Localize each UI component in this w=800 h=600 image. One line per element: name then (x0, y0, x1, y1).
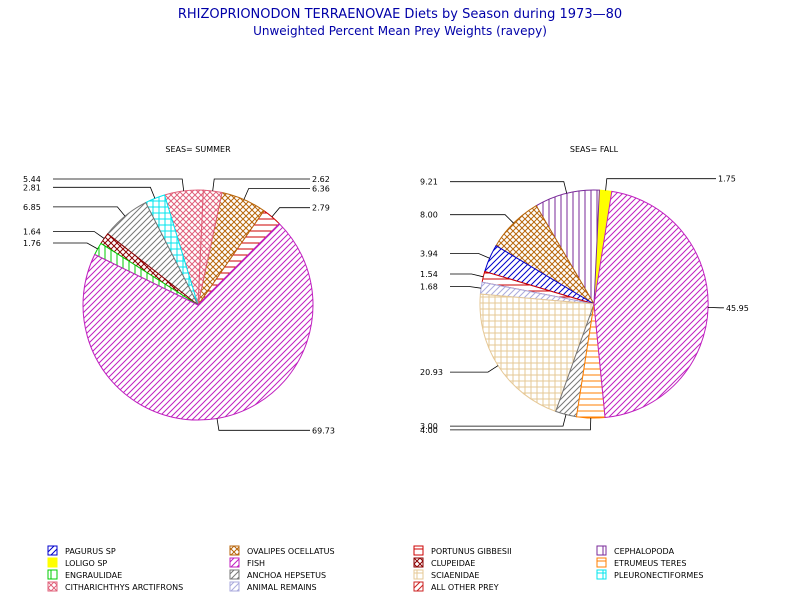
legend-swatch (413, 581, 424, 592)
slice-value-label: 1.75 (718, 175, 736, 184)
legend-item-ovalipes-ocellatus: OVALIPES OCELLATUS (229, 545, 335, 556)
legend-label: ANCHOA HEPSETUS (247, 571, 326, 580)
leader-line (216, 418, 310, 431)
pie-slice-fish (82, 222, 314, 421)
legend-swatch (596, 569, 607, 580)
legend-swatch (47, 545, 58, 556)
legend-label: PAGURUS SP (65, 547, 116, 556)
legend-item-animal-remains: ANIMAL REMAINS (229, 581, 317, 592)
leader-line (450, 365, 499, 373)
legend-swatch (229, 545, 240, 556)
legend-label: PORTUNUS GIBBESII (431, 547, 512, 556)
legend-swatch (47, 581, 58, 592)
leader-line (53, 178, 185, 191)
legend-item-sciaenidae: SCIAENIDAE (413, 569, 479, 580)
slice-value-label: 69.73 (312, 426, 335, 435)
slice-value-label: 3.00 (420, 422, 438, 431)
pie-slice-fish (593, 190, 709, 419)
chart-title: RHIZOPRIONODON TERRAENOVAE Diets by Seas… (178, 7, 622, 22)
leader-line (450, 214, 514, 224)
leader-line (271, 207, 310, 218)
slice-value-label: 1.54 (420, 270, 438, 279)
legend-label: LOLIGO SP (65, 559, 107, 568)
legend-item-anchoa-hepsetus: ANCHOA HEPSETUS (229, 569, 326, 580)
legend-swatch (596, 545, 607, 556)
leader-line (212, 178, 310, 191)
leader-line (450, 417, 592, 431)
slice-value-label: 6.85 (23, 203, 41, 212)
pie-title: SEAS= SUMMER (165, 145, 231, 154)
slice-value-label: 1.76 (23, 239, 41, 248)
legend-swatch (229, 569, 240, 580)
leader-line (450, 286, 482, 289)
pie-chart-seas-summer: SEAS= SUMMER 2.79 6.362.62 5.442.81 6.85 1.64… (23, 145, 335, 435)
leader-line (53, 242, 98, 250)
leader-line (53, 206, 126, 217)
legend-swatch (413, 557, 424, 568)
leader-line (53, 186, 156, 199)
leader-line (450, 253, 490, 259)
legend-label: CITHARICHTHYS ARCTIFRONS (65, 583, 183, 592)
legend-item-pagurus-sp: PAGURUS SP (47, 545, 116, 556)
legend-item-loligo-sp: LOLIGO SP (47, 557, 107, 568)
slice-value-label: 2.62 (312, 175, 330, 184)
slice-value-label: 20.93 (420, 368, 443, 377)
legend-swatch (229, 581, 240, 592)
legend-swatch (413, 569, 424, 580)
leader-line (605, 178, 716, 191)
legend-swatch (413, 545, 424, 556)
pie-slice-sciaenidae (479, 293, 595, 413)
legend-item-citharichthys-arctifrons: CITHARICHTHYS ARCTIFRONS (47, 581, 183, 592)
slice-value-label: 9.21 (420, 178, 438, 187)
slice-value-label: 6.36 (312, 185, 330, 194)
slice-value-label: 4.00 (420, 426, 438, 435)
legend-label: SCIAENIDAE (431, 571, 479, 580)
legend-item-etrumeus-teres: ETRUMEUS TERES (596, 557, 686, 568)
legend-label: ENGRAULIDAE (65, 571, 122, 580)
legend-swatch (596, 557, 607, 568)
slice-value-label: 1.68 (420, 283, 438, 292)
slice-value-label: 3.94 (420, 250, 438, 259)
legend-item-clupeidae: CLUPEIDAE (413, 557, 475, 568)
pie-title: SEAS= FALL (570, 145, 619, 154)
legend-item-pleuronectiformes: PLEURONECTIFORMES (596, 569, 703, 580)
legend-label: PLEURONECTIFORMES (614, 571, 703, 580)
legend-label: CEPHALOPODA (614, 547, 675, 556)
legend-swatch (229, 557, 240, 568)
slice-value-label: 5.44 (23, 175, 41, 184)
leader-line (53, 231, 105, 239)
legend-item-cephalopoda: CEPHALOPODA (596, 545, 675, 556)
legend-swatch (47, 557, 58, 568)
legend-label: ANIMAL REMAINS (247, 583, 317, 592)
slice-value-label: 1.64 (23, 228, 41, 237)
legend-item-fish: FISH (229, 557, 265, 568)
pie-chart-seas-fall: SEAS= FALL 1.75 9.21 8.00 3.94 1.54 1.68 20.93 3… (420, 145, 749, 435)
legend-label: ALL OTHER PREY (431, 583, 499, 592)
leader-line (243, 188, 310, 200)
legend: PAGURUS SP OVALIPES OCELLATUS PORTUNUS GIB… (47, 545, 703, 592)
leader-line (450, 273, 484, 278)
slice-value-label: 2.79 (312, 204, 330, 213)
legend-swatch (47, 569, 58, 580)
slice-value-label: 45.95 (726, 304, 749, 313)
legend-item-portunus-gibbesii: PORTUNUS GIBBESII (413, 545, 512, 556)
legend-label: OVALIPES OCELLATUS (247, 547, 335, 556)
legend-item-engraulidae: ENGRAULIDAE (47, 569, 122, 580)
chart-subtitle: Unweighted Percent Mean Prey Weights (ra… (253, 24, 547, 38)
legend-label: CLUPEIDAE (431, 559, 475, 568)
slice-value-label: 8.00 (420, 211, 438, 220)
leader-line (450, 181, 568, 194)
leader-line (450, 414, 567, 427)
legend-item-all-other-prey: ALL OTHER PREY (413, 581, 499, 592)
legend-label: ETRUMEUS TERES (614, 559, 686, 568)
legend-label: FISH (247, 559, 265, 568)
slice-value-label: 2.81 (23, 183, 41, 192)
